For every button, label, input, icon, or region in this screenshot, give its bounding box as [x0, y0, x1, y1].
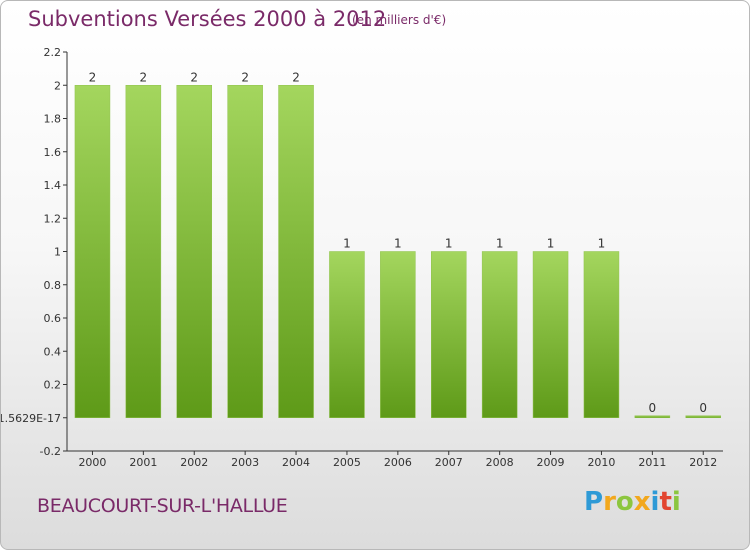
bar — [634, 415, 671, 418]
bar — [583, 251, 620, 418]
data-label: 1 — [394, 237, 402, 251]
bar — [431, 251, 467, 418]
x-tick-label: 2001 — [129, 456, 157, 469]
logo-letter: i — [650, 487, 660, 517]
logo-letter: i — [671, 487, 681, 517]
commune-name: BEAUCOURT-SUR-L'HALLUE — [37, 495, 288, 517]
x-tick-label: 2005 — [333, 456, 361, 469]
bar — [278, 85, 314, 418]
y-tick-label: 1 — [54, 246, 61, 259]
data-label: 1 — [547, 237, 555, 251]
x-tick-label: 2011 — [638, 456, 666, 469]
bar — [532, 251, 569, 418]
bar — [685, 415, 721, 418]
bar — [125, 85, 162, 418]
logo-letter: x — [633, 487, 651, 517]
x-tick-label: 2006 — [384, 456, 412, 469]
data-labels: 2 2 2 2 2 1 1 1 1 1 1 0 0 — [89, 70, 707, 415]
data-label: 1 — [343, 237, 351, 251]
logo-letter: t — [659, 487, 672, 517]
y-tick-label: -0.2 — [40, 445, 61, 458]
logo-letter: P — [584, 487, 604, 517]
bar — [74, 85, 111, 418]
x-tick-label: 2000 — [78, 456, 106, 469]
y-tick-label: 0.6 — [44, 312, 62, 325]
bar — [176, 85, 212, 418]
y-tick-label: 1.2 — [44, 212, 62, 225]
data-label: 2 — [241, 70, 249, 84]
bar — [481, 251, 518, 418]
data-label: 2 — [140, 70, 148, 84]
x-tick-label: 2002 — [180, 456, 208, 469]
bar — [227, 85, 263, 418]
x-tick-label: 2007 — [435, 456, 463, 469]
x-tick-label: 2010 — [587, 456, 615, 469]
x-tick-label: 2012 — [689, 456, 717, 469]
logo-letter: o — [615, 487, 634, 517]
x-tick-label: 2004 — [282, 456, 310, 469]
x-tick-label: 2003 — [231, 456, 259, 469]
data-label: 2 — [190, 70, 198, 84]
data-label: 0 — [649, 401, 657, 415]
data-label: 2 — [89, 70, 97, 84]
y-tick-label: 2.2 — [44, 46, 62, 59]
bar — [329, 251, 365, 418]
y-tick-label: 1.4 — [44, 179, 62, 192]
y-tick-label: 0.2 — [44, 379, 62, 392]
y-tick-label: 2 — [54, 79, 61, 92]
x-tick-label: 2009 — [537, 456, 565, 469]
y-tick-label: 0.8 — [44, 279, 62, 292]
data-label: 1 — [598, 237, 606, 251]
data-label: 1 — [496, 237, 504, 251]
y-tick-label: -1.5629E-17 — [1, 412, 61, 425]
y-tick-label: 0.4 — [44, 345, 62, 358]
chart-subtitle: (en milliers d'€) — [352, 13, 447, 27]
bars — [74, 85, 721, 418]
axes: -0.2 -1.5629E-17 0.2 0.4 0.6 0.8 1 1.2 1.4 1.6 1.8… — [1, 46, 723, 469]
data-label: 2 — [292, 70, 300, 84]
proxiti-logo[interactable]: Proxiti — [584, 487, 681, 517]
y-tick-label: 1.6 — [44, 146, 62, 159]
x-tick-label: 2008 — [486, 456, 514, 469]
logo-letter: r — [603, 487, 616, 517]
chart-title: Subventions Versées 2000 à 2012 — [28, 7, 387, 31]
data-label: 0 — [699, 401, 707, 415]
bar — [380, 251, 416, 418]
y-tick-label: 1.8 — [44, 113, 62, 126]
data-label: 1 — [445, 237, 453, 251]
